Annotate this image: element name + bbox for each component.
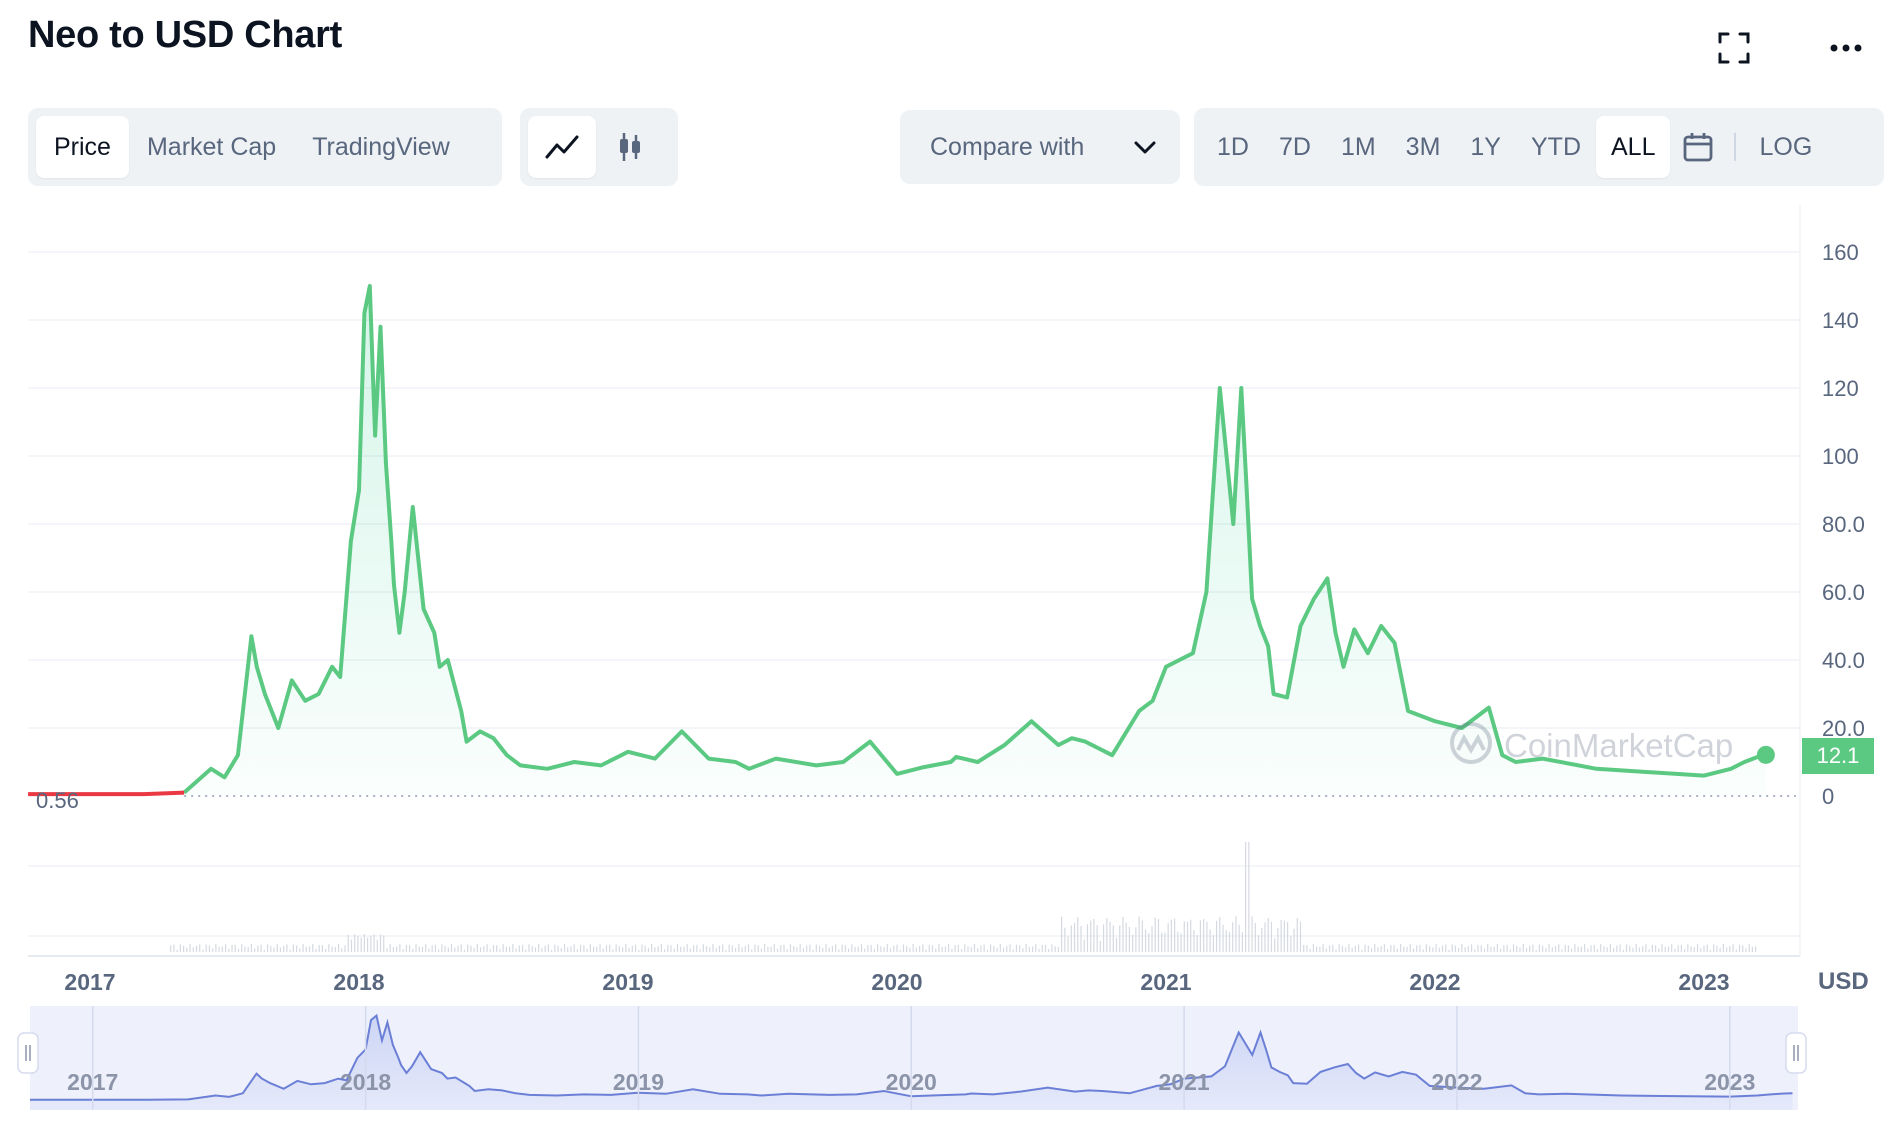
navigator-tick-label: 2023 <box>1704 1069 1755 1095</box>
range-3m[interactable]: 3M <box>1405 132 1441 161</box>
range-1d[interactable]: 1D <box>1217 132 1249 161</box>
start-price-label: 0.56 <box>36 788 79 813</box>
calendar-icon[interactable] <box>1670 116 1726 178</box>
x-tick-label: 2022 <box>1409 969 1460 995</box>
price-line <box>182 284 1767 795</box>
currency-label: USD <box>1818 968 1869 995</box>
y-tick-label: 60.0 <box>1822 580 1865 605</box>
candlestick-icon[interactable] <box>596 116 664 178</box>
y-tick-label: 120 <box>1822 376 1859 401</box>
x-tick-label: 2018 <box>333 969 384 995</box>
current-price-badge: 12.1 <box>1802 738 1874 774</box>
navigator-tick-label: 2018 <box>340 1069 391 1095</box>
coinmarketcap-logo-icon <box>1448 720 1494 771</box>
view-tabs: Price Market Cap TradingView <box>28 108 502 186</box>
navigator-handle-left[interactable] <box>17 1032 39 1074</box>
navigator-tick-label: 2017 <box>67 1069 118 1095</box>
chevron-down-icon <box>1134 133 1156 162</box>
more-icon[interactable] <box>1826 28 1866 68</box>
compare-label: Compare with <box>930 132 1085 161</box>
range-ytd[interactable]: YTD <box>1531 132 1581 161</box>
fullscreen-icon[interactable] <box>1714 28 1754 68</box>
y-tick-label: 160 <box>1822 240 1859 265</box>
range-all[interactable]: ALL <box>1596 116 1671 178</box>
navigator-tick-label: 2020 <box>886 1069 937 1095</box>
navigator-tick-label: 2021 <box>1159 1069 1210 1095</box>
compare-with-dropdown[interactable]: Compare with <box>900 110 1180 184</box>
page-title: Neo to USD Chart <box>28 14 342 56</box>
coinmarketcap-watermark: CoinMarketCap <box>1448 720 1733 771</box>
watermark-text: CoinMarketCap <box>1504 726 1734 764</box>
y-tick-label: 0 <box>1822 784 1834 809</box>
navigator-tick-label: 2022 <box>1431 1069 1482 1095</box>
navigator-bg <box>30 1006 1798 1110</box>
current-price-dot <box>1756 745 1775 764</box>
range-selector: 1D 7D 1M 3M 1Y YTD ALL LOG <box>1194 108 1884 186</box>
log-scale-toggle[interactable]: LOG <box>1759 132 1813 161</box>
navigator-handle-right[interactable] <box>1785 1032 1807 1074</box>
tab-price[interactable]: Price <box>36 116 129 178</box>
navigator-tick-label: 2019 <box>613 1069 664 1095</box>
x-tick-label: 2017 <box>64 969 115 995</box>
tab-market-cap[interactable]: Market Cap <box>146 132 277 161</box>
y-tick-label: 100 <box>1822 444 1859 469</box>
range-7d[interactable]: 7D <box>1278 132 1311 161</box>
chart-style-toggle <box>520 108 678 186</box>
range-divider <box>1734 133 1737 161</box>
tab-tradingview[interactable]: TradingView <box>312 132 450 161</box>
line-chart-icon[interactable] <box>528 116 596 178</box>
x-tick-label: 2019 <box>602 969 653 995</box>
range-1m[interactable]: 1M <box>1340 132 1376 161</box>
y-tick-label: 140 <box>1822 308 1859 333</box>
y-tick-label: 80.0 <box>1822 512 1865 537</box>
navigator-line <box>30 1013 1793 1101</box>
x-tick-label: 2020 <box>871 969 922 995</box>
y-tick-label: 40.0 <box>1822 648 1865 673</box>
x-tick-label: 2021 <box>1140 969 1191 995</box>
x-tick-label: 2023 <box>1678 969 1729 995</box>
range-1y[interactable]: 1Y <box>1470 132 1501 161</box>
price-area <box>184 286 1766 796</box>
navigator-area <box>30 1015 1793 1110</box>
